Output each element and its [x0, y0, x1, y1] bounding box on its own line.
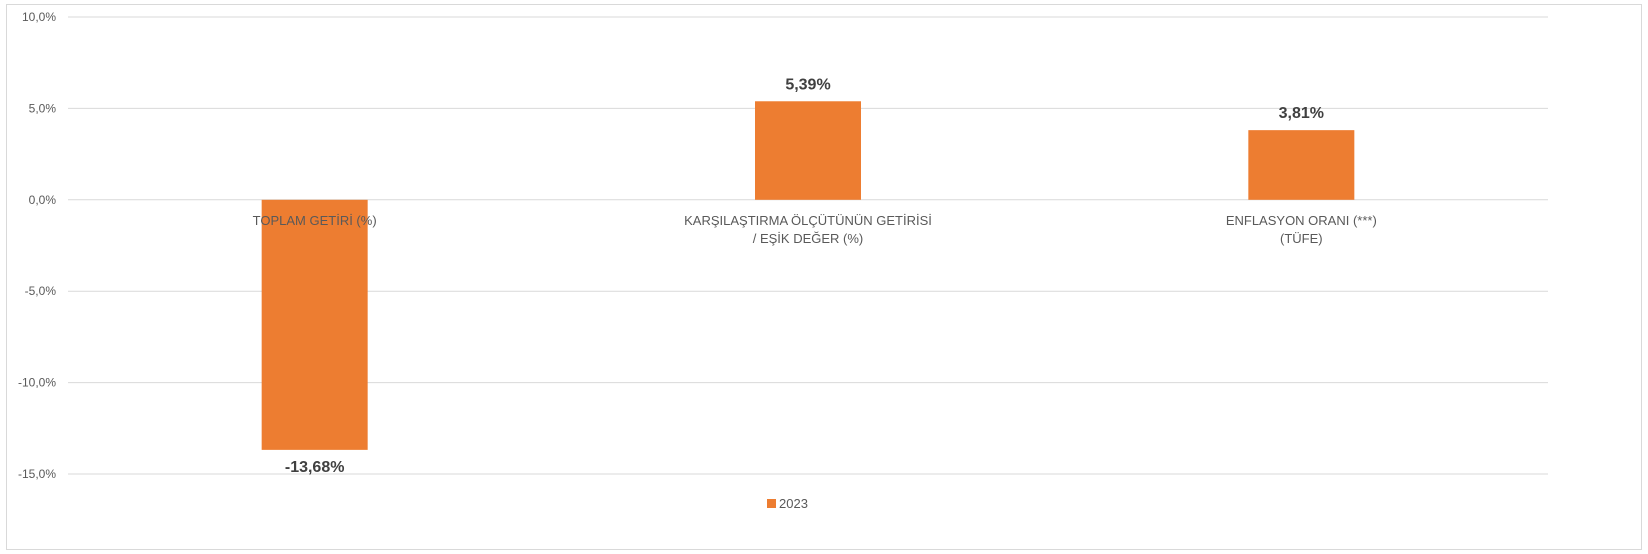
category-label: TOPLAM GETİRİ (%): [253, 213, 377, 228]
category-label: ENFLASYON ORANI (***) (TÜFE): [1226, 213, 1377, 246]
data-labels: -13,68% 5,39% 3,81%: [285, 76, 1324, 476]
bar: [1248, 130, 1355, 200]
legend-label: 2023: [779, 496, 808, 511]
y-tick-label: -5,0%: [25, 284, 57, 298]
legend-swatch: [767, 499, 776, 508]
data-label: 3,81%: [1279, 105, 1324, 122]
bars: [261, 101, 1355, 450]
y-tick-label: -10,0%: [18, 376, 56, 390]
data-label: -13,68%: [285, 459, 345, 476]
bar: [755, 101, 861, 200]
bar: [261, 199, 368, 450]
category-label: KARŞILAŞTIRMA ÖLÇÜTÜNÜN GETİRİSİ / EŞİK D…: [684, 213, 932, 246]
y-tick-label: 10,0%: [22, 10, 56, 24]
data-label: 5,39%: [785, 76, 830, 93]
y-tick-label: -15,0%: [18, 467, 56, 481]
y-axis-ticks: 10,0% 5,0% 0,0% -5,0% -10,0% -15,0%: [18, 10, 56, 481]
category-labels: TOPLAM GETİRİ (%) KARŞILAŞTIRMA ÖLÇÜTÜNÜN…: [253, 213, 1377, 246]
legend: 2023: [767, 496, 808, 511]
y-tick-label: 0,0%: [29, 193, 57, 207]
y-tick-label: 5,0%: [29, 101, 57, 115]
